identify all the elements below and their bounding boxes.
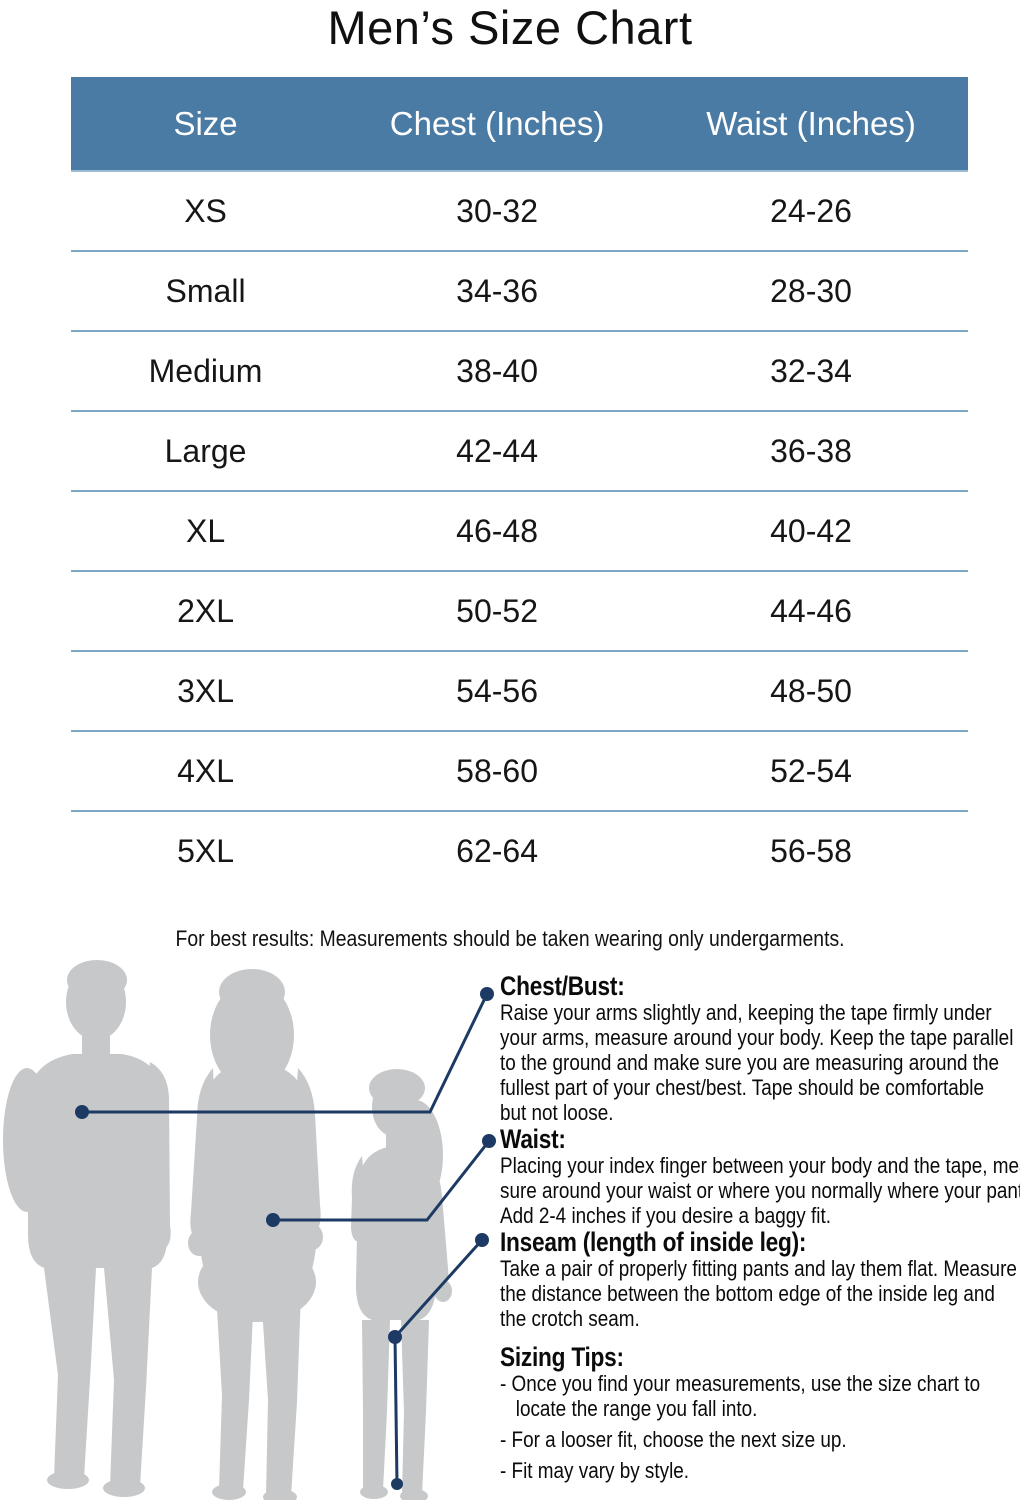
size-cell: XL [71,490,341,571]
table-row: 3XL 54-56 48-50 [71,650,968,731]
sizing-tip-line: locate the range you fall into. [500,1396,758,1421]
waist-cell: 56-58 [654,810,968,890]
sizing-tip-line: - Once you find your measurements, use t… [500,1371,981,1396]
size-cell: 3XL [71,650,341,731]
table-row: XS 30-32 24-26 [71,171,968,251]
instruction-line: sure around your waist or where you norm… [500,1178,1020,1203]
instruction-line: Raise your arms slightly and, keeping th… [500,1000,992,1025]
chest-label-dot [480,987,494,1001]
table-row: Medium 38-40 32-34 [71,330,968,411]
table-row: 5XL 62-64 56-58 [71,810,968,890]
waist-cell: 32-34 [654,330,968,411]
waist-label-dot [482,1134,496,1148]
col-header-waist: Waist (Inches) [654,77,968,172]
inseam-connector-line [393,1238,484,1339]
section-heading-waist: Waist: [500,1124,566,1154]
chest-cell: 34-36 [340,250,655,331]
col-header-chest: Chest (Inches) [340,77,655,172]
chest-cell: 42-44 [340,410,655,491]
size-cell: Medium [71,330,341,411]
woman-silhouette [188,969,323,1500]
waist-cell: 24-26 [654,171,968,251]
size-cell: 2XL [71,570,341,651]
chest-body-dot [75,1105,89,1119]
waist-connector-line [273,1140,491,1222]
instruction-section-inseam: Inseam (length of inside leg): Take a pa… [500,1228,1020,1331]
man-silhouette [3,960,171,1497]
chest-connector-line [82,993,489,1114]
waist-cell: 36-38 [654,410,968,491]
chest-cell: 38-40 [340,330,655,411]
instruction-line: Add 2-4 inches if you desire a baggy fit… [500,1203,831,1228]
instruction-line: Take a pair of properly fitting pants an… [500,1256,1017,1281]
waist-body-dot [266,1213,280,1227]
instruction-section-chest: Chest/Bust: Raise your arms slightly and… [500,972,1020,1125]
inseam-label-dot [475,1233,489,1247]
size-table: Size Chest (Inches) Waist (Inches) XS 30… [71,77,968,890]
section-heading-inseam: Inseam (length of inside leg): [500,1227,807,1257]
chest-cell: 58-60 [340,730,655,811]
instruction-line: but not loose. [500,1100,614,1125]
waist-cell: 28-30 [654,250,968,331]
child-silhouette [351,1069,452,1500]
chest-cell: 30-32 [340,171,655,251]
size-cell: 4XL [71,730,341,811]
size-cell: Large [71,410,341,491]
instruction-section-waist: Waist: Placing your index finger between… [500,1125,1020,1228]
waist-cell: 48-50 [654,650,968,731]
size-cell: Small [71,250,341,331]
instruction-line: the distance between the bottom edge of … [500,1281,995,1306]
inseam-ankle-dot [391,1478,403,1490]
instruction-line: your arms, measure around your body. Kee… [500,1025,1014,1050]
table-row: 2XL 50-52 44-46 [71,570,968,651]
instruction-line: fullest part of your chest/best. Tape sh… [500,1075,984,1100]
waist-cell: 52-54 [654,730,968,811]
instructions-panel: Chest/Bust: Raise your arms slightly and… [500,972,1020,1483]
waist-cell: 44-46 [654,570,968,651]
table-header-row: Size Chest (Inches) Waist (Inches) [71,77,968,172]
table-row: Small 34-36 28-30 [71,250,968,331]
chest-cell: 46-48 [340,490,655,571]
size-cell: 5XL [71,810,341,890]
measurement-note: For best results: Measurements should be… [175,926,845,951]
page-title: Men’s Size Chart [327,1,693,54]
instruction-line: to the ground and make sure you are meas… [500,1050,1000,1075]
chest-cell: 50-52 [340,570,655,651]
measurement-figure-graphic [3,960,496,1500]
sizing-tip-line: - For a looser fit, choose the next size… [500,1427,847,1452]
instruction-section-sizing-tips: Sizing Tips: - Once you find your measur… [500,1343,1020,1483]
size-cell: XS [71,171,341,251]
section-heading-sizing-tips: Sizing Tips: [500,1342,624,1372]
instruction-line: Placing your index finger between your b… [500,1153,1020,1178]
instruction-line: the crotch seam. [500,1306,640,1331]
table-row: 4XL 58-60 52-54 [71,730,968,811]
col-header-size: Size [71,77,341,172]
waist-cell: 40-42 [654,490,968,571]
sizing-tip-line: - Fit may vary by style. [500,1458,690,1483]
inseam-length-line [393,1336,399,1485]
table-row: XL 46-48 40-42 [71,490,968,571]
inseam-crotch-dot [388,1330,402,1344]
section-heading-chest: Chest/Bust: [500,971,625,1001]
chest-cell: 62-64 [340,810,655,890]
chest-cell: 54-56 [340,650,655,731]
table-row: Large 42-44 36-38 [71,410,968,491]
